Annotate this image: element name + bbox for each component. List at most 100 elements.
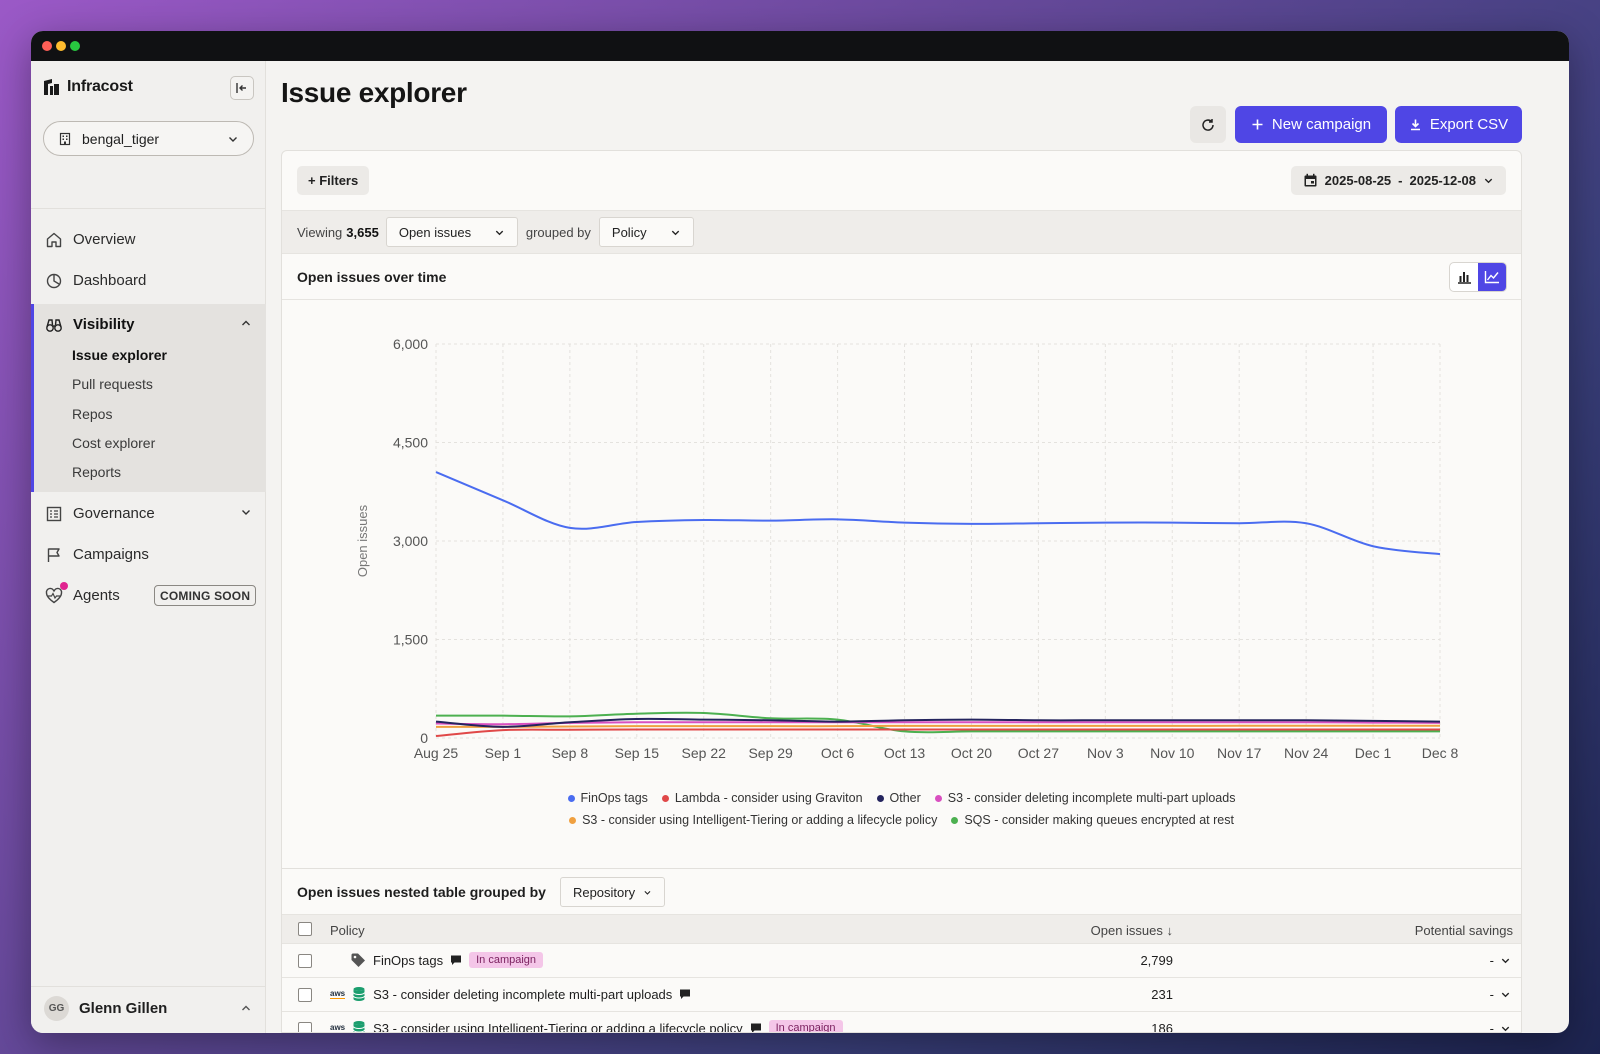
comment-icon xyxy=(750,1023,761,1032)
column-potential-savings[interactable]: Potential savings xyxy=(1414,923,1513,938)
minimize-window-button[interactable] xyxy=(56,41,66,51)
table-row[interactable]: aws S3 - consider deleting incomplete mu… xyxy=(282,978,1521,1012)
grouped-by-label: grouped by xyxy=(525,224,591,240)
issues-card: + Filters 2025-08-25 - 2025-12-08 Viewin… xyxy=(281,150,1522,1033)
chart-legend-row: S3 - consider using Intelligent-Tiering … xyxy=(282,813,1521,827)
series-line xyxy=(435,728,1440,738)
nav-pull-requests[interactable]: Pull requests xyxy=(72,376,153,392)
row-checkbox[interactable] xyxy=(298,988,312,1002)
line-chart-toggle[interactable] xyxy=(1478,263,1506,291)
collapse-sidebar-button[interactable] xyxy=(230,76,254,100)
nav-repos[interactable]: Repos xyxy=(72,406,113,422)
legend-item[interactable]: S3 - consider deleting incomplete multi-… xyxy=(934,791,1236,805)
avatar: GG xyxy=(44,996,69,1021)
new-campaign-label: New campaign xyxy=(1271,116,1372,133)
legend-item[interactable]: Lambda - consider using Graviton xyxy=(661,791,863,805)
tag-icon xyxy=(351,953,365,967)
brand[interactable]: Infracost xyxy=(43,78,133,96)
open-issues-value: 2,799 xyxy=(1140,953,1173,968)
table-group-dropdown[interactable]: Repository xyxy=(559,877,665,907)
table-row[interactable]: FinOps tags In campaign 2,799 - xyxy=(282,944,1521,978)
sidebar: Infracost bengal_tiger Overview xyxy=(31,61,266,1033)
nav-label: Governance xyxy=(73,505,155,522)
nav-dashboard[interactable]: Dashboard xyxy=(31,260,266,301)
chevron-down-icon xyxy=(1484,178,1493,184)
export-csv-button[interactable]: Export CSV xyxy=(1395,106,1522,143)
in-campaign-badge: In campaign xyxy=(469,952,544,968)
y-tick-label: 1,500 xyxy=(393,632,428,648)
nav-governance[interactable]: Governance xyxy=(31,493,266,534)
column-open-issues[interactable]: Open issues ↓ xyxy=(1090,923,1173,938)
nav-issue-explorer[interactable]: Issue explorer xyxy=(72,347,167,363)
table-row[interactable]: aws S3 - consider using Intelligent-Tier… xyxy=(282,1012,1521,1033)
expand-chevron-icon[interactable] xyxy=(1500,955,1511,966)
line-chart-icon xyxy=(1484,271,1499,284)
column-policy[interactable]: Policy xyxy=(330,923,365,938)
app-window: Infracost bengal_tiger Overview xyxy=(31,31,1569,1033)
coming-soon-badge: COMING SOON xyxy=(154,585,257,606)
chevron-down-icon xyxy=(495,230,504,235)
plus-icon xyxy=(1252,119,1263,130)
open-issues-value: 231 xyxy=(1151,987,1173,1002)
legend-item[interactable]: FinOps tags xyxy=(567,791,648,805)
filters-button[interactable]: + Filters xyxy=(297,166,370,195)
status-value: Open issues xyxy=(398,224,472,240)
user-menu[interactable]: GG Glenn Gillen xyxy=(31,986,266,1030)
table-header: Policy Open issues ↓ Potential savings xyxy=(282,914,1521,944)
home-icon xyxy=(44,230,64,250)
org-selector[interactable]: bengal_tiger xyxy=(43,121,254,156)
pie-chart-icon xyxy=(44,271,64,291)
series-line xyxy=(435,717,1441,728)
comment-icon xyxy=(451,955,462,965)
legend-label: Other xyxy=(889,791,921,805)
policy-name: S3 - consider using Intelligent-Tiering … xyxy=(373,1020,743,1033)
legend-swatch xyxy=(567,794,575,802)
chart-legend-row: FinOps tags Lambda - consider using Gravi… xyxy=(282,791,1521,805)
table-group-value: Repository xyxy=(572,884,636,900)
x-tick-label: Sep 8 xyxy=(552,745,589,761)
infracost-logo-icon xyxy=(44,79,59,95)
y-tick-label: 3,000 xyxy=(393,533,428,549)
legend-item[interactable]: S3 - consider using Intelligent-Tiering … xyxy=(569,813,937,827)
row-checkbox[interactable] xyxy=(298,1022,312,1032)
x-tick-label: Sep 1 xyxy=(485,745,522,761)
refresh-button[interactable] xyxy=(1190,106,1226,143)
expand-chevron-icon[interactable] xyxy=(1500,1023,1511,1033)
x-tick-label: Nov 10 xyxy=(1150,745,1195,761)
chart-header: Open issues over time xyxy=(282,254,1521,300)
x-tick-label: Dec 1 xyxy=(1355,745,1392,761)
view-toolbar: Viewing 3,655 Open issues grouped by Pol… xyxy=(282,210,1521,254)
group-dropdown[interactable]: Policy xyxy=(598,217,694,247)
select-all-checkbox[interactable] xyxy=(298,922,312,936)
notification-dot xyxy=(60,581,68,590)
x-tick-label: Aug 25 xyxy=(414,745,459,761)
legend-item[interactable]: Other xyxy=(876,791,921,805)
nav-cost-explorer[interactable]: Cost explorer xyxy=(72,435,156,451)
chevron-down-icon xyxy=(242,510,250,515)
x-tick-label: Nov 24 xyxy=(1284,745,1329,761)
nav-overview[interactable]: Overview xyxy=(31,219,266,260)
legend-item[interactable]: SQS - consider making queues encrypted a… xyxy=(951,813,1234,827)
date-range-picker[interactable]: 2025-08-25 - 2025-12-08 xyxy=(1290,166,1506,195)
chevron-down-icon xyxy=(671,230,680,235)
status-dropdown[interactable]: Open issues xyxy=(385,217,518,247)
x-tick-label: Sep 29 xyxy=(748,745,793,761)
legend-swatch xyxy=(934,794,942,802)
maximize-window-button[interactable] xyxy=(70,41,80,51)
close-window-button[interactable] xyxy=(42,41,52,51)
expand-chevron-icon[interactable] xyxy=(1500,989,1511,1000)
s3-bucket-icon xyxy=(353,1021,366,1032)
legend-label: S3 - consider deleting incomplete multi-… xyxy=(947,791,1236,805)
legend-label: S3 - consider using Intelligent-Tiering … xyxy=(582,813,938,827)
nav-agents[interactable]: Agents COMING SOON xyxy=(31,575,266,616)
legend-label: FinOps tags xyxy=(580,791,648,805)
row-checkbox[interactable] xyxy=(298,954,312,968)
new-campaign-button[interactable]: New campaign xyxy=(1235,106,1387,143)
in-campaign-badge: In campaign xyxy=(768,1020,843,1032)
building-icon xyxy=(59,132,71,145)
nav-reports[interactable]: Reports xyxy=(72,464,122,480)
bar-chart-toggle[interactable] xyxy=(1450,263,1478,291)
nav-campaigns[interactable]: Campaigns xyxy=(31,534,266,575)
nav-visibility[interactable]: Visibility xyxy=(31,304,266,345)
binoculars-icon xyxy=(44,315,64,335)
